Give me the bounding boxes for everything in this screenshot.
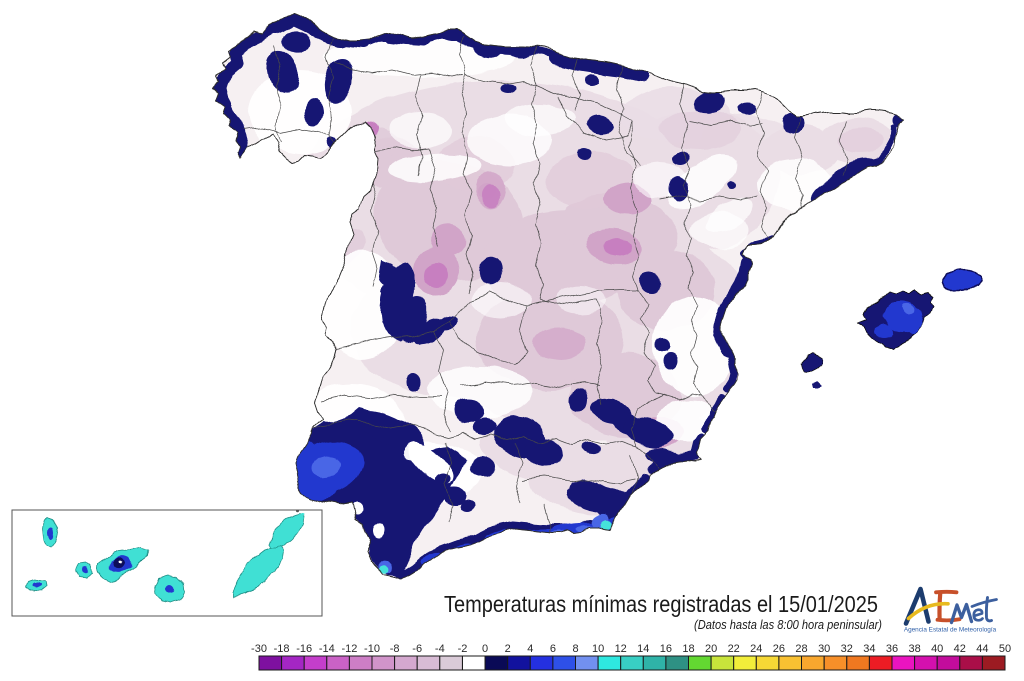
svg-text:24: 24 bbox=[750, 643, 762, 655]
svg-text:-18: -18 bbox=[274, 643, 290, 655]
svg-text:16: 16 bbox=[660, 643, 672, 655]
svg-text:44: 44 bbox=[976, 643, 988, 655]
svg-text:-12: -12 bbox=[341, 643, 357, 655]
svg-text:38: 38 bbox=[908, 643, 920, 655]
svg-text:-16: -16 bbox=[296, 643, 312, 655]
svg-text:-6: -6 bbox=[412, 643, 422, 655]
svg-text:50: 50 bbox=[999, 643, 1011, 655]
svg-text:-14: -14 bbox=[319, 643, 335, 655]
svg-text:-30: -30 bbox=[251, 643, 267, 655]
svg-text:22: 22 bbox=[728, 643, 740, 655]
svg-text:Temperaturas mínimas registrad: Temperaturas mínimas registradas el 15/0… bbox=[444, 591, 878, 617]
svg-text:-4: -4 bbox=[435, 643, 445, 655]
svg-text:32: 32 bbox=[841, 643, 853, 655]
svg-text:10: 10 bbox=[592, 643, 604, 655]
svg-text:12: 12 bbox=[615, 643, 627, 655]
svg-text:42: 42 bbox=[954, 643, 966, 655]
svg-text:40: 40 bbox=[931, 643, 943, 655]
svg-text:8: 8 bbox=[572, 643, 578, 655]
svg-text:-2: -2 bbox=[458, 643, 468, 655]
svg-text:(Datos hasta las 8:00 hora pen: (Datos hasta las 8:00 hora peninsular) bbox=[694, 618, 882, 632]
svg-text:28: 28 bbox=[795, 643, 807, 655]
svg-text:2: 2 bbox=[505, 643, 511, 655]
svg-text:Agencia Estatal de Meteorologí: Agencia Estatal de Meteorología bbox=[904, 627, 997, 634]
svg-text:-10: -10 bbox=[364, 643, 380, 655]
svg-text:20: 20 bbox=[705, 643, 717, 655]
svg-text:30: 30 bbox=[818, 643, 830, 655]
svg-text:26: 26 bbox=[773, 643, 785, 655]
svg-text:6: 6 bbox=[550, 643, 556, 655]
svg-text:36: 36 bbox=[886, 643, 898, 655]
svg-text:0: 0 bbox=[482, 643, 488, 655]
svg-text:34: 34 bbox=[863, 643, 875, 655]
svg-text:18: 18 bbox=[682, 643, 694, 655]
svg-text:4: 4 bbox=[527, 643, 533, 655]
svg-text:-8: -8 bbox=[390, 643, 400, 655]
svg-text:14: 14 bbox=[637, 643, 649, 655]
